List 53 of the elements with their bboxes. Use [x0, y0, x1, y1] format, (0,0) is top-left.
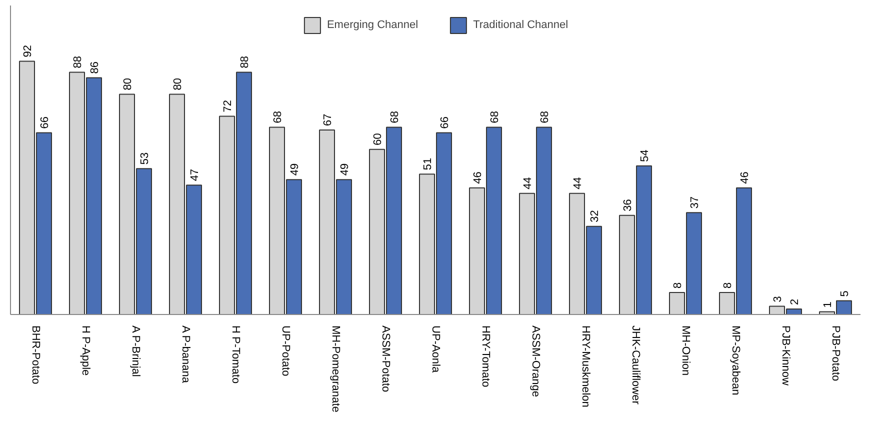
data-label: 68 — [539, 111, 551, 124]
data-label: 44 — [572, 177, 584, 190]
data-label: 72 — [222, 100, 234, 112]
data-label: 3 — [772, 296, 784, 302]
data-label: 88 — [72, 56, 84, 68]
data-label: 51 — [422, 158, 434, 170]
x-tick-label: JHK-Cauliflower — [630, 326, 642, 405]
data-label: 68 — [489, 111, 501, 124]
data-label: 8 — [722, 282, 734, 288]
data-label: 37 — [689, 196, 701, 209]
x-tick-label: ASSM-Orange — [530, 326, 542, 398]
x-tick-label: MH-Pomegranate — [330, 326, 342, 412]
data-label: 46 — [739, 172, 751, 184]
x-tick-label: H P-Tomato — [230, 326, 242, 384]
data-label: 46 — [472, 172, 484, 184]
x-tick-label: MP-Soyabean — [730, 326, 742, 396]
data-label: 47 — [189, 168, 201, 182]
data-label: 44 — [522, 177, 534, 190]
data-label: 67 — [322, 114, 334, 126]
data-label: 80 — [172, 78, 184, 90]
x-tick-label: BHR-Potato — [30, 326, 42, 384]
data-label: 49 — [339, 163, 351, 176]
x-tick-label: PJB-Potato — [830, 326, 842, 382]
data-label: 1 — [822, 302, 834, 308]
data-label: 32 — [589, 210, 601, 222]
legend-label: Traditional Channel — [473, 19, 568, 31]
data-label: 36 — [622, 199, 634, 212]
legend-label: Emerging Channel — [326, 19, 418, 31]
x-tick-label: UP-Aonla — [430, 326, 442, 374]
data-label: 53 — [139, 152, 151, 165]
data-label: 92 — [22, 44, 34, 58]
x-tick-label: A P-Brinjal — [130, 326, 142, 377]
x-tick-label: ASSM-Potato — [380, 326, 392, 392]
data-label: 2 — [789, 298, 801, 305]
data-label: 5 — [839, 290, 851, 297]
data-label: 60 — [372, 133, 384, 146]
data-label: 54 — [639, 150, 651, 162]
data-label: 68 — [389, 111, 401, 124]
x-tick-label: HRY-Tomato — [480, 326, 492, 388]
data-label: 8 — [672, 282, 684, 288]
data-label: 66 — [439, 116, 451, 129]
data-label: 66 — [39, 116, 51, 129]
x-tick-label: HRY-Muskmelon — [580, 326, 592, 408]
x-tick-label: UP-Potato — [280, 326, 292, 376]
data-label: 86 — [89, 61, 101, 74]
data-label: 80 — [122, 78, 134, 90]
x-tick-label: MH-Onion — [680, 326, 692, 376]
data-label: 49 — [289, 163, 301, 176]
x-tick-label: H P-Apple — [80, 326, 92, 376]
data-label: 68 — [272, 111, 284, 124]
x-tick-label: PJB-Kinnow — [780, 326, 792, 386]
x-tick-label: A P-banana — [180, 326, 192, 384]
data-label: 88 — [239, 56, 251, 68]
